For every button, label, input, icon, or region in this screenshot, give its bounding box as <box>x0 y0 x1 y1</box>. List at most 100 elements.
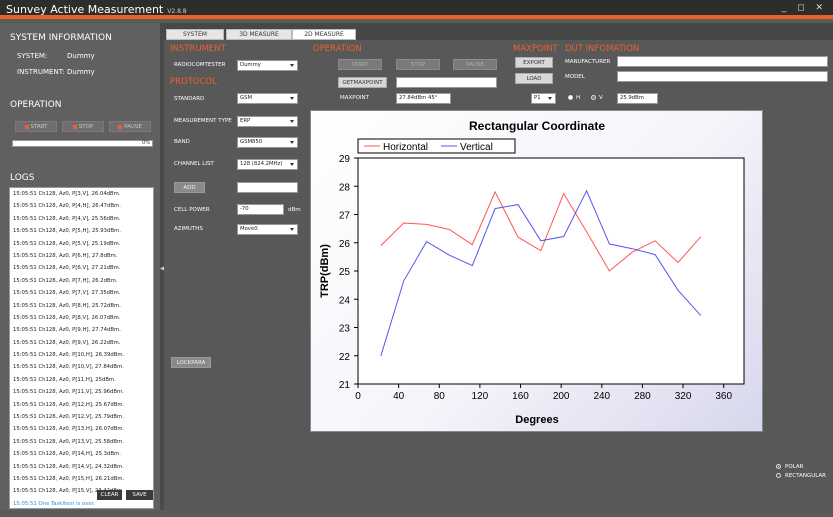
log-entry: 15:05:51 Ch128, Az0, P[12,V], 25.79dBm. <box>13 414 124 421</box>
x-tick-label: 200 <box>553 391 570 402</box>
azimuths-label: AZIMUTHS <box>174 226 203 232</box>
getmaxpoint-button[interactable]: GETMAXPOINT <box>338 77 387 88</box>
manufacturer-input[interactable] <box>617 56 828 67</box>
lockpara-button[interactable]: LOCKPARA <box>171 357 211 368</box>
model-label: MODEL <box>565 74 585 80</box>
tab-system[interactable]: SYSTEM <box>166 29 224 40</box>
measurement-type-label: MEASUREMENT TYPE <box>174 118 232 124</box>
log-entry: 15:05:51 Ch128, Az0, P[10,V], 27.84dBm. <box>13 364 124 371</box>
y-tick-label: 21 <box>339 380 351 391</box>
log-entry: 15:05:51 Ch128, Az0, P[6,V], 27.21dBm. <box>13 265 121 272</box>
y-tick-label: 29 <box>339 154 351 165</box>
azimuths-select[interactable]: Move0 <box>237 224 298 235</box>
operation-pause-button[interactable]: PAUSE <box>453 59 497 70</box>
instrument-header: INSTRUMENT <box>170 44 226 54</box>
clear-button[interactable]: CLEAR <box>97 490 122 500</box>
polar-label: POLAR <box>785 464 804 470</box>
log-entry: 15:05:51 Ch128, Az0, P[13,V], 25.58dBm. <box>13 438 124 445</box>
progress-bar: 0% <box>12 140 153 147</box>
pause-button[interactable]: PAUSE <box>109 121 151 132</box>
maxpoint-header: MAXPOINT <box>513 44 558 54</box>
log-entry-info: 15:05:51 One TaskItem is over. <box>13 500 96 507</box>
series-line-horizontal <box>380 190 702 272</box>
y-tick-label: 25 <box>339 267 351 278</box>
y-axis-label: TRP(dBm) <box>319 244 331 298</box>
log-entry: 15:05:51 Ch128, Az0, P[15,H], 26.21dBm. <box>13 475 125 482</box>
x-tick-label: 40 <box>393 391 405 402</box>
log-list[interactable]: 15:05:51 Ch128, Az0, P[3,V], 26.04dBm. 15… <box>9 187 154 509</box>
chart-title: Rectangular Coordinate <box>469 119 605 133</box>
log-entry: 15:05:51 Ch128, Az0, P[5,V], 25.19dBm. <box>13 240 121 247</box>
band-label: BAND <box>174 139 190 145</box>
tab-2d-measure[interactable]: 2D MEASURE <box>292 29 356 40</box>
x-tick-label: 360 <box>715 391 732 402</box>
log-entry: 15:05:51 Ch128, Az0, P[10,H], 26.39dBm. <box>13 352 125 359</box>
polar-radio[interactable] <box>776 464 781 469</box>
operation-start-button[interactable]: START <box>338 59 382 70</box>
stop-icon <box>72 124 77 129</box>
standard-select[interactable]: GSM <box>237 93 298 104</box>
app-title: Sunvey Active Measurement V2.8.8 <box>6 3 187 16</box>
x-tick-label: 80 <box>434 391 446 402</box>
add-channel-input[interactable] <box>237 182 298 193</box>
tab-3d-measure[interactable]: 3D MEASURE <box>226 29 292 40</box>
channel-list-select[interactable]: 128 (824.2MHz) <box>237 159 298 170</box>
load-button[interactable]: LOAD <box>515 73 553 84</box>
x-tick-label: 160 <box>512 391 529 402</box>
y-tick-label: 26 <box>339 239 351 250</box>
log-entry: 15:05:51 Ch128, Az0, P[13,H], 26.07dBm. <box>13 426 125 433</box>
pause-icon <box>118 124 123 129</box>
log-entry: 15:05:51 Ch128, Az0, P[7,H], 26.2dBm. <box>13 277 118 284</box>
logs-title: LOGS <box>10 173 35 183</box>
operation-stop-button[interactable]: STOP <box>396 59 440 70</box>
log-entry: 15:05:51 Ch128, Az0, P[5,H], 25.93dBm. <box>13 228 121 235</box>
v-radio[interactable] <box>591 95 596 100</box>
manufacturer-label: MANUFACTURER <box>565 59 611 65</box>
log-entry: 15:05:51 Ch128, Az0, P[3,V], 26.04dBm. <box>13 191 121 197</box>
log-entry: 15:05:51 Ch128, Az0, P[6,H], 27.8dBm. <box>13 252 118 259</box>
start-icon <box>24 124 29 129</box>
getmaxpoint-input[interactable] <box>396 77 497 88</box>
dut-header: DUT INFOMATION <box>565 44 640 54</box>
maxpoint-result: 25.9dBm <box>617 93 658 104</box>
window-controls[interactable]: _ ◻ ✕ <box>781 3 827 13</box>
collapse-arrow-icon[interactable]: ◀ <box>160 265 165 272</box>
log-entry: 15:05:51 Ch128, Az0, P[4,V], 25.56dBm. <box>13 215 121 222</box>
rectangular-label: RECTANGULAR <box>785 473 827 479</box>
v-radio-label: V <box>599 95 603 101</box>
stop-button[interactable]: STOP <box>62 121 104 132</box>
operation-title: OPERATION <box>10 100 62 110</box>
left-panel: SYSTEM INFORMATION SYSTEM: Dummy INSTRUM… <box>0 23 160 510</box>
measurement-type-select[interactable]: ERP <box>237 116 298 127</box>
chart-legend <box>357 138 516 154</box>
x-tick-label: 0 <box>355 391 361 402</box>
series-line-vertical <box>380 189 702 356</box>
protocol-header: PROTOCOL <box>170 77 217 87</box>
cell-power-label: CELL POWER <box>174 207 210 213</box>
y-tick-label: 22 <box>339 352 351 363</box>
system-value: Dummy <box>67 52 95 60</box>
log-entry: 15:05:51 Ch128, Az0, P[8,V], 26.07dBm. <box>13 314 121 321</box>
radiocomtester-select[interactable]: Dummy <box>237 60 298 71</box>
rectangular-radio[interactable] <box>776 473 781 478</box>
export-button[interactable]: EXPORT <box>515 57 553 68</box>
cell-power-input[interactable]: -70 <box>237 204 284 215</box>
operation-header: OPERATION <box>313 44 362 54</box>
plot-area <box>357 157 745 385</box>
y-tick-label: 23 <box>339 324 351 335</box>
save-button[interactable]: SAVE <box>126 490 153 500</box>
instrument-label: INSTRUMENT: <box>17 68 65 76</box>
legend-label-vertical: Vertical <box>460 142 493 153</box>
panel-splitter[interactable] <box>160 23 164 510</box>
chart-svg: Rectangular Coordinate 0 40 80 120 160 200 240 2… <box>319 119 745 426</box>
log-entry: 15:05:51 Ch128, Az0, P[11,V], 25.96dBm. <box>13 389 124 396</box>
start-button[interactable]: START <box>15 121 57 132</box>
cell-power-unit: dBm <box>288 207 301 213</box>
point-select[interactable]: P1 <box>531 93 556 104</box>
band-select[interactable]: GSM850 <box>237 137 298 148</box>
log-entry: 15:05:51 Ch128, Az0, P[15,V], 23.42dBm. <box>13 488 124 495</box>
h-radio[interactable] <box>568 95 573 100</box>
model-input[interactable] <box>617 71 828 82</box>
add-channel-button[interactable]: ADD <box>174 182 205 193</box>
standard-label: STANDARD <box>174 96 205 102</box>
